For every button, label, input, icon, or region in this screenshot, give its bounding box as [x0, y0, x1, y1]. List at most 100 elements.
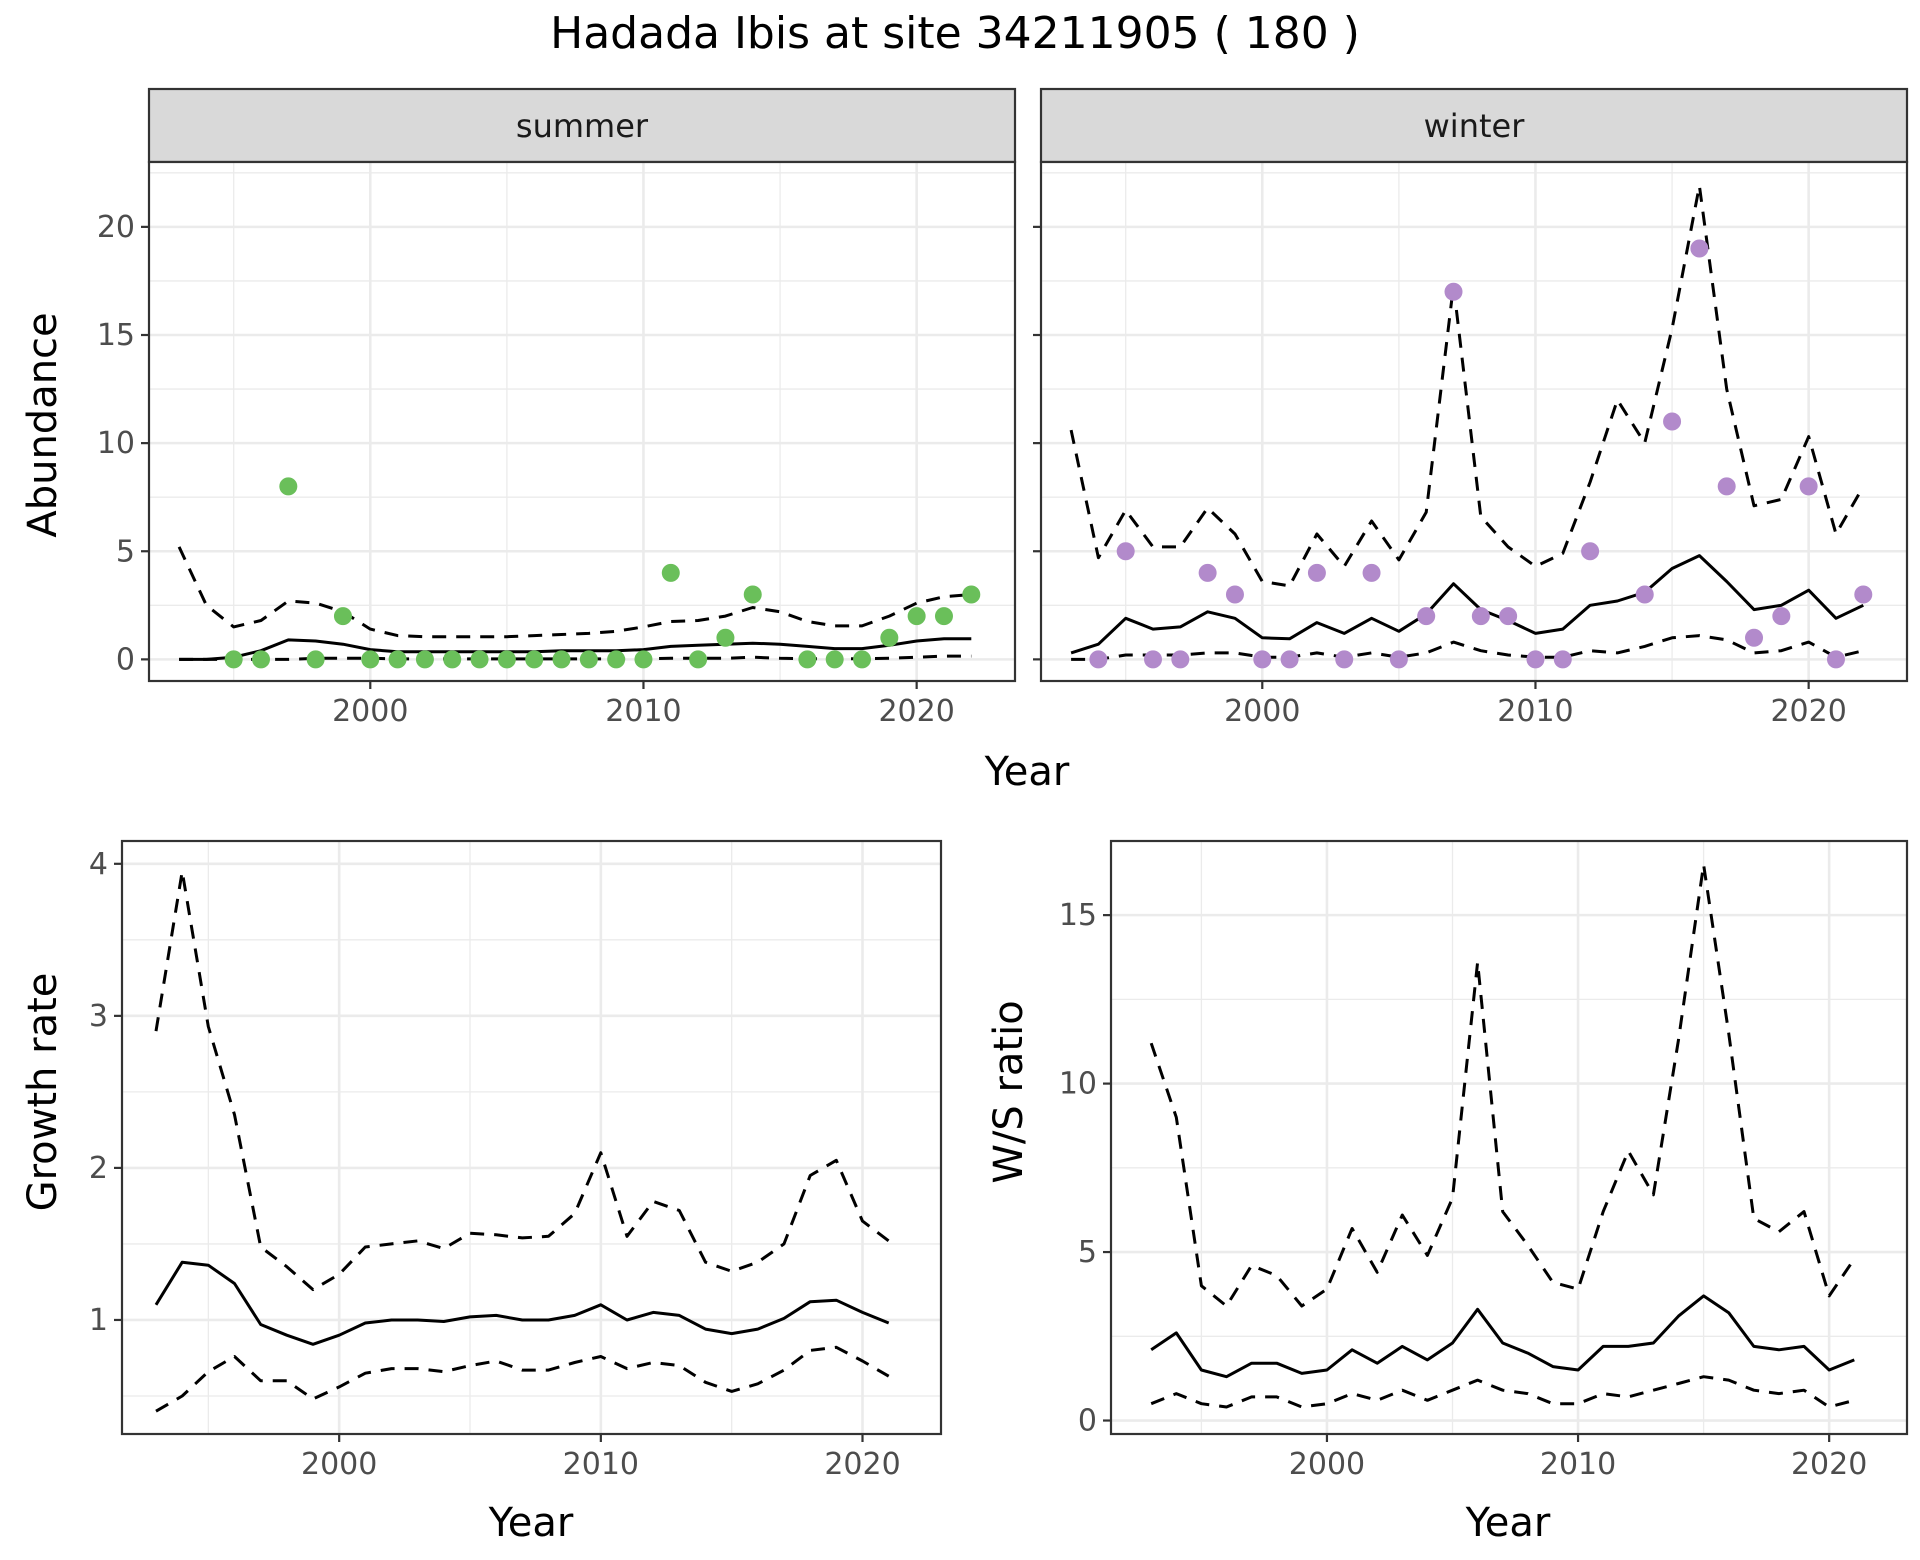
summer-data-point	[470, 650, 489, 669]
winter-data-point	[1144, 650, 1163, 669]
growth-y-tick-label: 2	[89, 1151, 108, 1186]
winter-data-point	[1116, 542, 1135, 561]
summer-data-point	[634, 650, 653, 669]
ws-mean-line	[1150, 1294, 1855, 1379]
winter-plot-background	[1041, 162, 1907, 681]
winter-data-point	[1635, 585, 1654, 604]
winter-data-point	[1663, 412, 1682, 431]
ws-x-tick-label: 2020	[1791, 1447, 1867, 1482]
summer-data-point	[825, 650, 844, 669]
summer-data-point	[279, 477, 298, 496]
growth-plot-background	[122, 841, 941, 1434]
growth-x-tick-label: 2000	[301, 1447, 377, 1482]
summer-strip	[147, 87, 1017, 164]
growth-x-tick-label: 2010	[563, 1447, 639, 1482]
summer-x-tick-label: 2010	[605, 694, 681, 729]
winter-data-point	[1826, 650, 1845, 669]
winter-data-point	[1335, 650, 1354, 669]
ws-y-label: W/S ratio	[986, 1000, 1032, 1183]
winter-panel: winter 2000 2010 2020	[1033, 87, 1909, 729]
ws-ratio-panel: 2000 2010 2020 0 5 10 15	[1059, 839, 1909, 1482]
winter-data-point	[1307, 563, 1326, 582]
winter-data-point	[1362, 563, 1381, 582]
growth-lower-line	[155, 1345, 890, 1413]
summer-x-tick-label: 2020	[878, 694, 954, 729]
summer-data-point	[525, 650, 544, 669]
abundance-y-label: Abundance	[20, 312, 66, 537]
summer-y-tick-label: 20	[97, 210, 135, 245]
summer-data-point	[306, 650, 325, 669]
winter-data-point	[1280, 650, 1299, 669]
growth-y-label: Growth rate	[20, 973, 66, 1212]
growth-mean-line	[154, 1260, 890, 1346]
winter-data-point	[1389, 650, 1408, 669]
summer-y-tick-label: 10	[97, 426, 135, 461]
ws-x-tick-label: 2010	[1540, 1447, 1616, 1482]
winter-data-point	[1526, 650, 1545, 669]
summer-upper-line	[177, 546, 972, 639]
ws-lower-line	[1150, 1375, 1855, 1409]
summer-data-point	[579, 650, 598, 669]
ws-y-tick-label: 10	[1059, 1067, 1097, 1102]
summer-x-tick-label: 2000	[332, 694, 408, 729]
summer-panel-border	[147, 160, 1017, 683]
growth-y-tick-label: 3	[89, 999, 108, 1034]
summer-data-point	[743, 585, 762, 604]
winter-strip-label: winter	[1424, 107, 1526, 145]
winter-data-point	[1581, 542, 1600, 561]
summer-y-tick-label: 0	[116, 642, 135, 677]
ws-y-tick-label: 5	[1078, 1235, 1097, 1270]
ws-x-label: Year	[1465, 1500, 1551, 1546]
winter-data-point	[1253, 650, 1272, 669]
winter-data-point	[1417, 607, 1436, 626]
growth-plot-area: 2000 2010 2020 1 2 3 4	[89, 839, 943, 1482]
ws-plot-area: 2000 2010 2020 0 5 10 15	[1059, 839, 1909, 1482]
summer-data-point	[415, 650, 434, 669]
summer-plot-background	[149, 162, 1015, 681]
winter-panel-border	[1039, 160, 1909, 683]
winter-data-point	[1772, 607, 1791, 626]
summer-data-point	[552, 650, 571, 669]
winter-data-point	[1690, 239, 1709, 258]
winter-lower-line	[1071, 634, 1864, 661]
summer-data-point	[962, 585, 981, 604]
growth-panel-border	[120, 839, 943, 1436]
summer-data-point	[224, 650, 243, 669]
summer-plot-area: 2000 2010 2020 0 5 10 15 20	[97, 160, 1017, 729]
growth-rate-panel: 2000 2010 2020 1 2 3 4	[89, 839, 943, 1482]
ws-plot-background	[1111, 841, 1907, 1434]
ws-x-tick-label: 2000	[1289, 1447, 1365, 1482]
summer-data-point	[689, 650, 708, 669]
winter-data-point	[1745, 628, 1764, 647]
summer-data-point	[934, 607, 953, 626]
growth-y-tick-label: 4	[89, 847, 108, 882]
winter-mean-line	[1070, 554, 1864, 655]
winter-x-tick-label: 2010	[1497, 694, 1573, 729]
winter-data-point	[1854, 585, 1873, 604]
growth-y-tick-label: 1	[89, 1303, 108, 1338]
ws-y-tick-label: 15	[1059, 898, 1097, 933]
summer-data-point	[607, 650, 626, 669]
summer-panel: summer 2000 2010 2020 0 5 10 15 20	[97, 87, 1017, 729]
growth-x-label: Year	[488, 1500, 574, 1546]
winter-data-point	[1717, 477, 1736, 496]
summer-y-tick-label: 5	[116, 534, 135, 569]
summer-data-point	[388, 650, 407, 669]
top-x-label: Year	[984, 749, 1070, 795]
winter-data-point	[1198, 563, 1217, 582]
winter-x-tick-label: 2020	[1770, 694, 1846, 729]
summer-data-point	[497, 650, 516, 669]
winter-data-point	[1444, 282, 1463, 301]
summer-data-point	[333, 607, 352, 626]
winter-data-point	[1225, 585, 1244, 604]
growth-x-tick-label: 2020	[824, 1447, 900, 1482]
summer-data-point	[880, 628, 899, 647]
summer-strip-label: summer	[516, 107, 649, 145]
summer-data-point	[853, 650, 872, 669]
summer-data-point	[361, 650, 380, 669]
summer-data-point	[252, 650, 271, 669]
ws-y-tick-label: 0	[1078, 1404, 1097, 1439]
winter-data-point	[1171, 650, 1190, 669]
winter-data-point	[1553, 650, 1572, 669]
